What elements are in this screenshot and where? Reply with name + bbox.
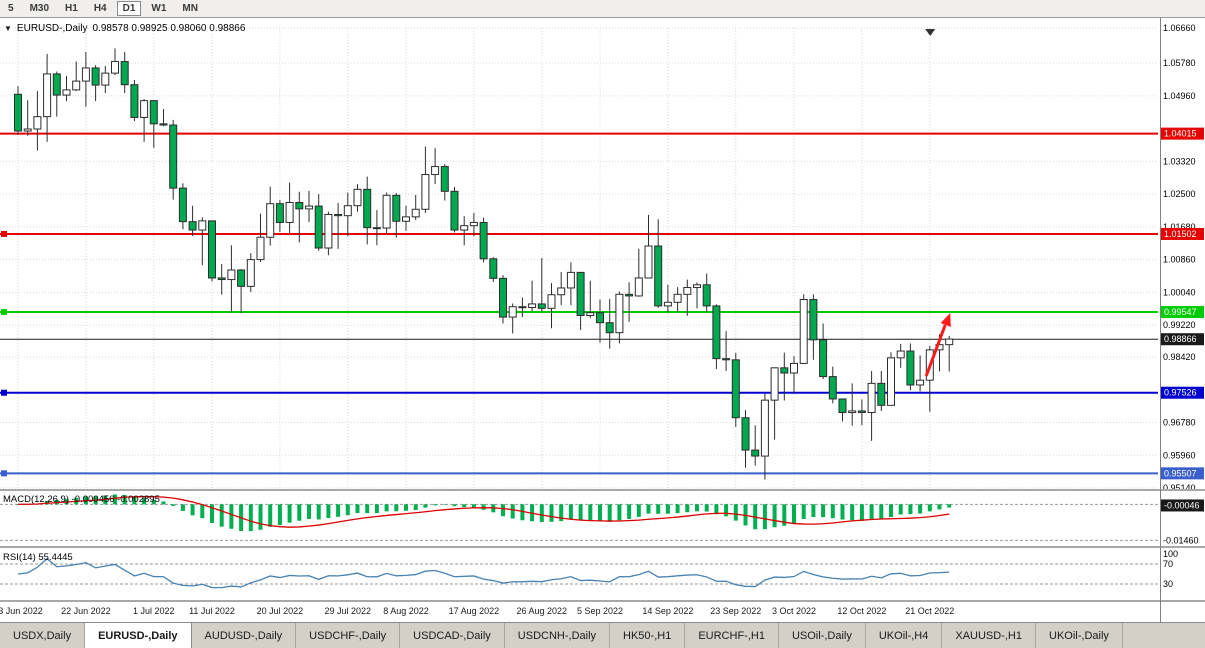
svg-text:0.97526: 0.97526 [1164, 388, 1197, 398]
symbol-tabbar: USDX,Daily EURUSD-,Daily AUDUSD-,Daily U… [0, 622, 1205, 648]
svg-text:1.01680: 1.01680 [1163, 222, 1196, 232]
svg-text:1.00860: 1.00860 [1163, 255, 1196, 265]
svg-text:30: 30 [1163, 579, 1173, 589]
symbol-tab[interactable]: USDCHF-,Daily [296, 623, 401, 648]
svg-text:29 Jul 2022: 29 Jul 2022 [325, 606, 372, 616]
svg-text:14 Sep 2022: 14 Sep 2022 [642, 606, 693, 616]
symbol-tab[interactable]: UKOil-,H4 [865, 623, 943, 648]
svg-text:0.98420: 0.98420 [1163, 352, 1196, 362]
ohlc-values: 0.98578 0.98925 0.98060 0.98866 [92, 23, 246, 34]
symbol-tab[interactable]: EURUSD-,Daily [85, 623, 192, 648]
symbol-tab[interactable]: USDCNH-,Daily [504, 623, 611, 648]
symbol-tab[interactable]: XAUUSD-,H1 [942, 623, 1036, 648]
timeframe-button[interactable]: H1 [59, 1, 84, 16]
timeframe-button[interactable]: M30 [24, 1, 55, 16]
symbol-tab[interactable]: AUDUSD-,Daily [191, 623, 297, 648]
symbol-tab[interactable]: UKOil-,Daily [1036, 623, 1123, 648]
rsi-indicator-label: RSI(14) 55.4445 [3, 552, 73, 563]
symbol-tab[interactable]: USDCAD-,Daily [400, 623, 505, 648]
svg-text:1.05780: 1.05780 [1163, 58, 1196, 68]
timeframe-button[interactable]: H4 [88, 1, 113, 16]
chart-area: 1.06660 1.05780 1.04960 1.03320 1.02500 1.016… [0, 18, 1205, 622]
svg-text:13 Jun 2022: 13 Jun 2022 [0, 606, 43, 616]
svg-text:0.95960: 0.95960 [1163, 450, 1196, 460]
chevron-down-icon[interactable]: ▼ [4, 24, 12, 33]
svg-text:5 Sep 2022: 5 Sep 2022 [577, 606, 623, 616]
svg-text:26 Aug 2022: 26 Aug 2022 [517, 606, 568, 616]
svg-text:1.03320: 1.03320 [1163, 156, 1196, 166]
svg-text:0.99547: 0.99547 [1164, 307, 1197, 317]
svg-text:12 Oct 2022: 12 Oct 2022 [837, 606, 886, 616]
symbol-tab[interactable]: EURCHF-,H1 [685, 623, 779, 648]
svg-text:-0.01460: -0.01460 [1163, 535, 1199, 545]
svg-text:1.02500: 1.02500 [1163, 189, 1196, 199]
svg-text:20 Jul 2022: 20 Jul 2022 [257, 606, 304, 616]
timeframe-toolbar: 5 M30 H1 H4 D1 W1 MN [0, 0, 1205, 18]
timeframe-button[interactable]: W1 [145, 1, 172, 16]
svg-text:1.00040: 1.00040 [1163, 287, 1196, 297]
svg-text:70: 70 [1163, 559, 1173, 569]
svg-text:1.04015: 1.04015 [1164, 129, 1197, 139]
svg-text:22 Jun 2022: 22 Jun 2022 [61, 606, 111, 616]
svg-text:21 Oct 2022: 21 Oct 2022 [905, 606, 954, 616]
symbol-tab[interactable]: HK50-,H1 [610, 623, 686, 648]
svg-text:0.98866: 0.98866 [1164, 334, 1197, 344]
timeframe-button[interactable]: MN [176, 1, 204, 16]
svg-text:0.99220: 0.99220 [1163, 320, 1196, 330]
price-chart[interactable]: 1.06660 1.05780 1.04960 1.03320 1.02500 1.016… [0, 18, 1205, 622]
svg-text:1.04960: 1.04960 [1163, 91, 1196, 101]
svg-text:1.06660: 1.06660 [1163, 23, 1196, 33]
macd-indicator-label: MACD(12,26,9) -0.000456 -0.002895 [3, 494, 160, 505]
symbol-title: EURUSD-,Daily [16, 23, 88, 34]
svg-text:0.95140: 0.95140 [1163, 483, 1196, 493]
svg-text:8 Aug 2022: 8 Aug 2022 [383, 606, 429, 616]
svg-text:11 Jul 2022: 11 Jul 2022 [189, 606, 235, 616]
svg-text:3 Oct 2022: 3 Oct 2022 [772, 606, 816, 616]
timeframe-button[interactable]: D1 [116, 1, 142, 16]
symbol-tab[interactable]: USDX,Daily [0, 623, 86, 648]
svg-text:0.96780: 0.96780 [1163, 418, 1196, 428]
svg-text:1 Jul 2022: 1 Jul 2022 [133, 606, 175, 616]
svg-text:1.01502: 1.01502 [1164, 229, 1197, 239]
timeframe-button[interactable]: 5 [2, 1, 20, 16]
chart-header: ▼ EURUSD-,Daily 0.98578 0.98925 0.98060 … [4, 23, 245, 34]
svg-text:23 Sep 2022: 23 Sep 2022 [710, 606, 761, 616]
svg-text:100: 100 [1163, 549, 1178, 559]
svg-text:0.95507: 0.95507 [1164, 468, 1197, 478]
svg-text:17 Aug 2022: 17 Aug 2022 [449, 606, 500, 616]
symbol-tab[interactable]: USOil-,Daily [778, 623, 866, 648]
svg-text:-0.00046: -0.00046 [1164, 500, 1200, 510]
